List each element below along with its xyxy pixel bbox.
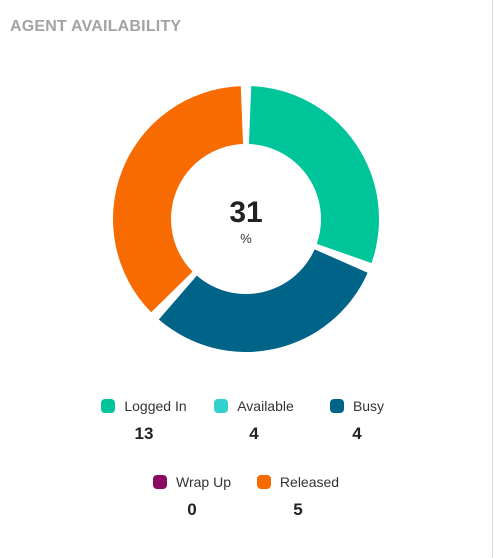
donut-chart: 31 %	[112, 86, 380, 353]
legend-count: 5	[293, 500, 303, 519]
legend-swatch-logged-in	[101, 399, 116, 413]
donut-slice-logged-in[interactable]	[248, 86, 380, 264]
legend-item-released[interactable]: Released 5	[238, 473, 358, 520]
legend-swatch-busy	[329, 399, 344, 413]
legend-item-wrap-up[interactable]: Wrap Up 0	[132, 473, 252, 520]
legend-count: 4	[352, 424, 362, 443]
card-title: AGENT AVAILABILITY	[10, 18, 182, 35]
legend-label: Busy	[352, 398, 385, 414]
legend-item-logged-in[interactable]: Logged In 13	[84, 397, 204, 444]
donut-svg	[112, 86, 380, 353]
center-percentage-unit: %	[240, 231, 252, 246]
legend-swatch-released	[256, 475, 271, 489]
donut-slice-released[interactable]	[112, 86, 244, 313]
legend-item-busy[interactable]: Busy 4	[297, 397, 417, 444]
legend-label: Available	[237, 398, 294, 414]
donut-slice-busy[interactable]	[158, 249, 368, 353]
legend-count: 13	[134, 424, 154, 443]
center-percentage-value: 31	[229, 196, 263, 229]
legend-swatch-available	[214, 399, 229, 413]
legend-swatch-wrap-up	[153, 475, 167, 489]
legend-item-available[interactable]: Available 4	[194, 397, 314, 444]
legend-label: Released	[279, 474, 340, 490]
legend-count: 0	[187, 500, 197, 519]
legend-label: Wrap Up	[176, 474, 231, 490]
legend-label: Logged In	[124, 398, 187, 414]
legend-count: 4	[249, 424, 259, 443]
